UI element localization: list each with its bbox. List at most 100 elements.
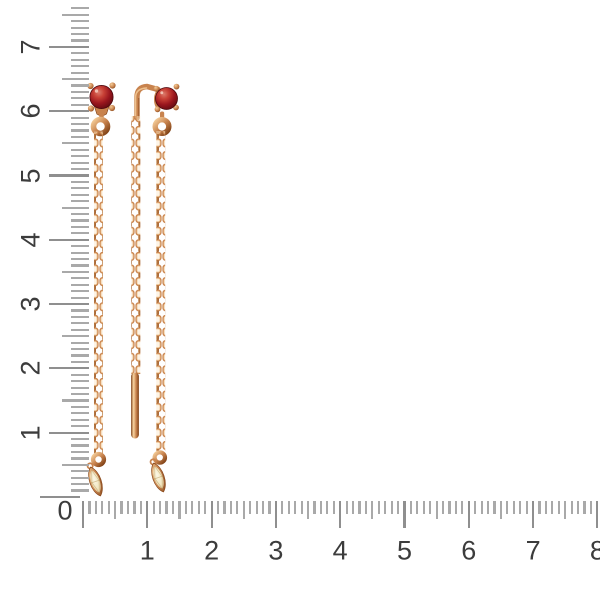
horizontal-ruler-tick [171,501,175,514]
vertical-ruler-tick [71,90,89,93]
vertical-ruler-tick [62,13,89,16]
horizontal-ruler-tick [422,501,425,514]
vertical-ruler-tick [71,135,89,138]
vertical-ruler-tick [71,180,89,184]
vertical-ruler-tick [71,264,89,267]
vertical-ruler-tick [71,193,89,196]
vertical-ruler-tick [48,431,89,434]
horizontal-ruler-tick [114,501,117,519]
vertical-ruler-tick [71,219,89,222]
horizontal-ruler-tick [319,501,322,514]
horizontal-ruler-tick [544,501,548,514]
horizontal-ruler-tick [499,501,503,519]
vertical-ruler-tick [48,303,89,306]
vertical-ruler-tick [40,495,80,499]
vertical-ruler-tick [71,20,89,23]
vertical-ruler-label: 7 [15,39,46,55]
threader-bar-highlight [132,374,135,437]
horizontal-ruler-tick [519,501,522,514]
vertical-ruler-tick [71,161,89,164]
vertical-ruler-tick [62,335,89,338]
front-chain [156,131,166,451]
vertical-ruler-tick [62,142,89,145]
gem-highlight [160,91,164,95]
ear-post-highlight [134,87,148,119]
vertical-ruler-label: 3 [15,296,46,312]
vertical-ruler-tick [71,360,89,364]
horizontal-ruler-tick [332,501,335,514]
vertical-ruler-tick [71,129,89,132]
vertical-ruler-tick [48,367,89,370]
vertical-ruler-tick [71,65,89,68]
garnet-gem [89,85,114,110]
bottom-loop [90,451,107,468]
vertical-ruler-tick [71,444,89,447]
horizontal-ruler-tick [416,501,419,514]
vertical-ruler-tick [71,348,89,351]
horizontal-ruler-tick [204,501,207,514]
vertical-ruler-tick [71,470,89,473]
horizontal-ruler-tick [371,501,374,519]
vertical-ruler-tick [71,354,89,357]
ruler-origin-label: 0 [57,495,73,526]
horizontal-ruler-tick [596,501,599,528]
marquise-drop [82,460,107,499]
vertical-ruler-tick [71,71,89,74]
horizontal-ruler-tick [551,501,554,514]
horizontal-ruler-tick [223,501,226,514]
vertical-ruler-tick [71,155,89,158]
vertical-ruler-tick [62,270,89,274]
vertical-ruler-label: 5 [15,167,46,184]
horizontal-ruler-tick [583,501,586,514]
vertical-ruler-tick [71,309,89,312]
vertical-ruler-tick [71,476,89,479]
horizontal-ruler-tick [448,501,451,514]
horizontal-ruler-tick [287,501,290,514]
horizontal-ruler-tick [197,501,200,514]
vertical-ruler-tick [71,84,89,87]
vertical-ruler-tick [71,438,89,441]
horizontal-ruler-label: 2 [204,535,220,566]
horizontal-ruler-tick [345,501,348,514]
vertical-ruler-tick [71,148,89,151]
vertical-ruler-tick [71,283,89,286]
vertical-ruler-tick [71,103,89,106]
vertical-ruler-tick [71,483,89,486]
stud-stem [160,111,165,119]
horizontal-ruler-tick [396,501,400,514]
horizontal-ruler-tick [249,501,252,514]
vertical-ruler-label: 1 [15,425,46,441]
vertical-ruler-tick [71,257,89,261]
vertical-ruler-tick [71,122,89,126]
vertical-ruler-tick [48,110,89,113]
threader-bar [131,372,139,439]
horizontal-ruler-tick [88,501,91,514]
horizontal-ruler-tick [441,501,445,514]
vertical-ruler-tick [48,45,89,48]
vertical-ruler-tick [48,174,89,177]
vertical-ruler-label: 6 [15,103,46,119]
vertical-ruler-tick [71,290,89,293]
vertical-ruler-tick [48,238,89,241]
horizontal-ruler-tick [326,501,329,514]
horizontal-ruler-tick [429,501,432,514]
vertical-ruler-tick [62,463,89,466]
horizontal-ruler-tick [268,501,271,514]
horizontal-ruler-tick [146,501,149,528]
vertical-ruler-tick [71,232,89,235]
horizontal-ruler-tick [133,501,136,514]
vertical-ruler-tick [71,200,89,203]
vertical-ruler-tick [71,296,89,299]
vertical-ruler-tick [71,225,89,229]
vertical-ruler-tick [71,412,89,415]
horizontal-ruler-tick [191,501,194,514]
vertical-ruler-tick [62,399,89,402]
vertical-ruler-tick [71,7,89,10]
vertical-ruler-tick [71,322,89,325]
horizontal-ruler-label: 4 [332,535,348,566]
horizontal-ruler-tick [474,501,477,514]
horizontal-ruler-tick [480,501,483,514]
horizontal-ruler-tick [261,501,265,514]
vertical-ruler-tick [62,77,89,81]
